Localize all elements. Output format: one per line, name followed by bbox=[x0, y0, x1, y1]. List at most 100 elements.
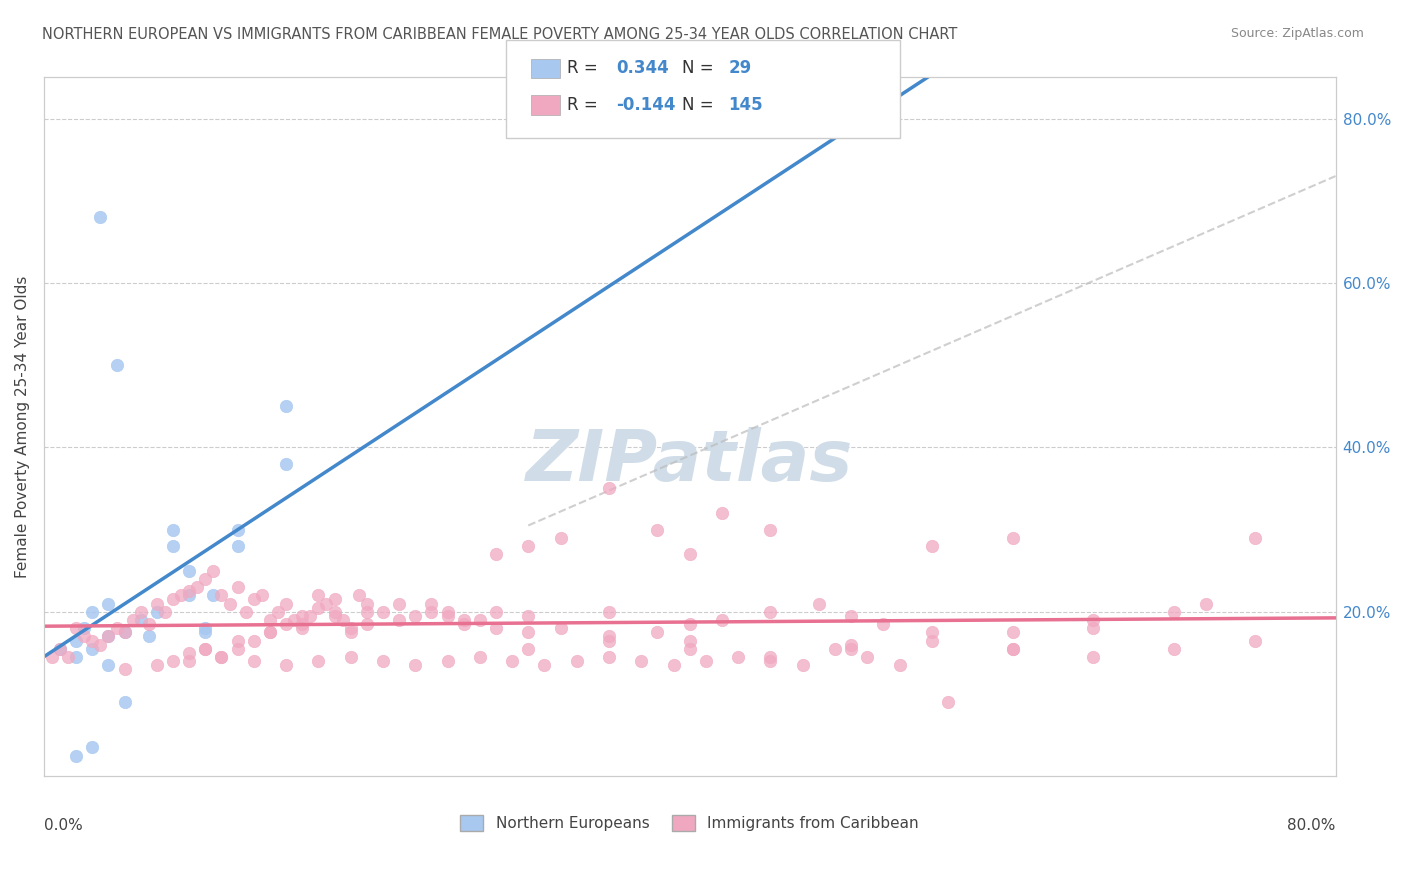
Point bbox=[468, 613, 491, 627]
Point bbox=[921, 539, 943, 553]
Point bbox=[274, 617, 297, 632]
Point bbox=[82, 641, 104, 656]
Point bbox=[550, 531, 572, 545]
Point bbox=[121, 613, 143, 627]
Point bbox=[679, 547, 702, 561]
Point bbox=[299, 608, 322, 623]
Point bbox=[97, 658, 120, 673]
Point bbox=[211, 650, 233, 665]
Text: Source: ZipAtlas.com: Source: ZipAtlas.com bbox=[1230, 27, 1364, 40]
Point bbox=[1001, 641, 1024, 656]
Point bbox=[647, 523, 669, 537]
Point bbox=[153, 605, 176, 619]
Point bbox=[404, 608, 426, 623]
Point bbox=[65, 748, 87, 763]
Point bbox=[179, 564, 201, 578]
Point bbox=[283, 613, 305, 627]
Point bbox=[114, 625, 136, 640]
Point bbox=[711, 506, 734, 520]
Point bbox=[82, 633, 104, 648]
Point bbox=[1083, 613, 1105, 627]
Point bbox=[453, 613, 475, 627]
Point bbox=[323, 605, 346, 619]
Point bbox=[202, 564, 225, 578]
Text: 29: 29 bbox=[728, 59, 752, 77]
Point bbox=[97, 629, 120, 643]
Point bbox=[65, 633, 87, 648]
Point bbox=[533, 658, 555, 673]
Text: 0.344: 0.344 bbox=[616, 59, 669, 77]
Point bbox=[889, 658, 911, 673]
Point bbox=[218, 597, 240, 611]
Point bbox=[73, 621, 96, 635]
Point bbox=[129, 613, 152, 627]
Point bbox=[179, 646, 201, 660]
Point bbox=[323, 608, 346, 623]
Point bbox=[662, 658, 685, 673]
Point bbox=[162, 592, 184, 607]
Point bbox=[759, 605, 782, 619]
Point bbox=[420, 605, 443, 619]
Point bbox=[162, 654, 184, 668]
Point bbox=[839, 641, 862, 656]
Point bbox=[436, 654, 458, 668]
Point bbox=[598, 633, 620, 648]
Point bbox=[388, 597, 411, 611]
Point bbox=[371, 605, 394, 619]
Point bbox=[807, 597, 830, 611]
Point bbox=[1001, 625, 1024, 640]
Point bbox=[347, 588, 370, 602]
Point bbox=[291, 608, 314, 623]
Point bbox=[97, 597, 120, 611]
Point bbox=[226, 633, 249, 648]
Point bbox=[598, 629, 620, 643]
Point bbox=[194, 641, 217, 656]
Point bbox=[138, 617, 160, 632]
Text: N =: N = bbox=[682, 95, 713, 113]
Point bbox=[82, 605, 104, 619]
Point bbox=[679, 617, 702, 632]
Point bbox=[259, 613, 281, 627]
Text: ZIPatlas: ZIPatlas bbox=[526, 427, 853, 496]
Point bbox=[307, 588, 329, 602]
Point bbox=[49, 641, 72, 656]
Point bbox=[243, 592, 266, 607]
Point bbox=[727, 650, 749, 665]
Point bbox=[259, 625, 281, 640]
Point bbox=[243, 654, 266, 668]
Point bbox=[114, 625, 136, 640]
Point bbox=[315, 597, 337, 611]
Point bbox=[259, 625, 281, 640]
Point bbox=[129, 605, 152, 619]
Point bbox=[339, 650, 361, 665]
Point bbox=[114, 695, 136, 709]
Point bbox=[647, 625, 669, 640]
Point bbox=[226, 523, 249, 537]
Point bbox=[517, 608, 540, 623]
Text: N =: N = bbox=[682, 59, 713, 77]
Point bbox=[274, 597, 297, 611]
Text: R =: R = bbox=[567, 95, 598, 113]
Point bbox=[598, 650, 620, 665]
Point bbox=[501, 654, 523, 668]
Point bbox=[1163, 641, 1185, 656]
Point bbox=[1243, 531, 1265, 545]
Point bbox=[565, 654, 588, 668]
Point bbox=[550, 621, 572, 635]
Point bbox=[1083, 621, 1105, 635]
Point bbox=[162, 539, 184, 553]
Point bbox=[97, 629, 120, 643]
Point bbox=[598, 605, 620, 619]
Point bbox=[114, 662, 136, 676]
Point bbox=[339, 621, 361, 635]
Point bbox=[371, 654, 394, 668]
Point bbox=[226, 539, 249, 553]
Point bbox=[759, 650, 782, 665]
Point bbox=[339, 625, 361, 640]
Point bbox=[921, 633, 943, 648]
Point bbox=[291, 617, 314, 632]
Point bbox=[839, 608, 862, 623]
Point bbox=[65, 650, 87, 665]
Point bbox=[146, 605, 169, 619]
Point bbox=[274, 399, 297, 413]
